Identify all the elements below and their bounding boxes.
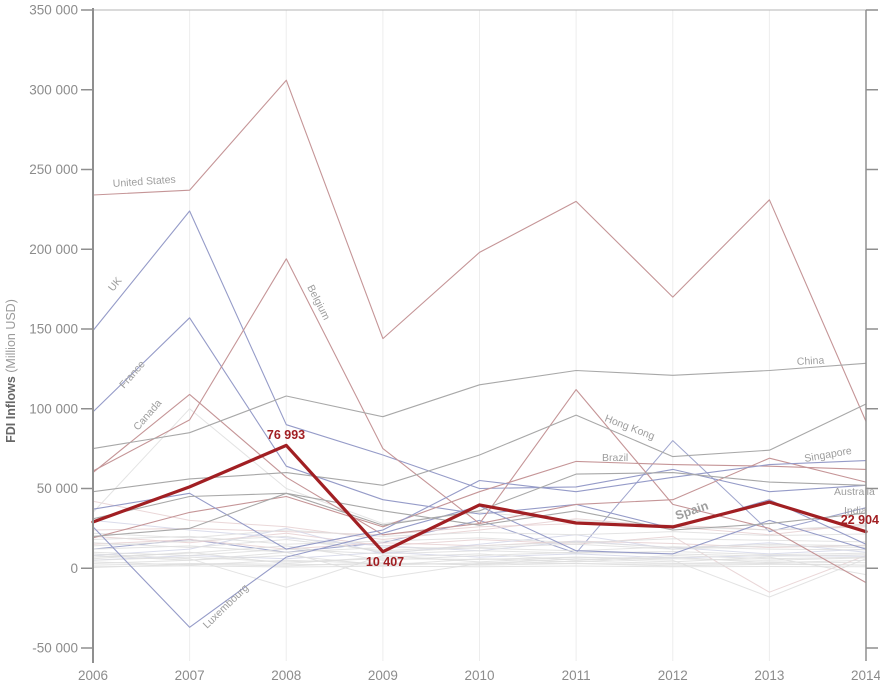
background-series-lines xyxy=(92,408,867,598)
series-line-hong-kong[interactable] xyxy=(92,403,867,493)
series-line-singapore[interactable] xyxy=(92,460,867,550)
x-tick-label: 2009 xyxy=(368,668,398,683)
series-line-united-states[interactable] xyxy=(92,79,867,423)
background-series-line xyxy=(92,548,867,556)
value-annotations: 76 993 10 407 22 904 xyxy=(267,428,879,569)
y-tick-label: -50 000 xyxy=(32,641,78,656)
background-series-line xyxy=(92,527,867,556)
x-tick-label: 2007 xyxy=(175,668,205,683)
y-axis-title-unit: (Million USD) xyxy=(4,299,18,376)
series-lines xyxy=(91,79,868,628)
series-line-spain[interactable] xyxy=(91,443,868,554)
right-axis xyxy=(865,9,878,661)
x-tick-label: 2012 xyxy=(658,668,688,683)
y-tick-label: 300 000 xyxy=(29,82,78,97)
series-line-india[interactable] xyxy=(92,492,867,537)
y-tick-label: 100 000 xyxy=(29,401,78,416)
gridlines xyxy=(189,10,770,661)
background-series-line xyxy=(92,408,867,531)
x-tick-label: 2013 xyxy=(754,668,784,683)
y-axis: 350 000 300 000 250 000 200 000 150 000 100 0… xyxy=(29,3,94,663)
y-tick-label: 50 000 xyxy=(37,481,78,496)
series-line-uk[interactable] xyxy=(92,210,867,493)
y-tick-label: 250 000 xyxy=(29,162,78,177)
background-series-line xyxy=(92,545,867,561)
background-series-line xyxy=(92,555,867,566)
annotation-value-2008: 76 993 xyxy=(267,428,305,442)
x-tick-label: 2006 xyxy=(78,668,108,683)
series-label-brazil: Brazil xyxy=(602,452,628,464)
background-series-line xyxy=(92,559,867,566)
series-label-india: India xyxy=(844,505,867,517)
y-tick-label: 200 000 xyxy=(29,242,78,257)
background-series-line xyxy=(92,551,867,561)
series-label-france: France xyxy=(117,358,148,391)
background-series-line xyxy=(92,565,867,568)
annotation-value-2009: 10 407 xyxy=(366,555,404,569)
y-axis-title: FDI Inflows (Million USD) xyxy=(4,299,18,443)
background-series-line xyxy=(92,551,867,564)
y-axis-title-main: FDI Inflows xyxy=(4,376,18,443)
x-axis: 2006 2007 2008 2009 2010 2011 2012 2013 2014 xyxy=(78,668,880,683)
background-series-line xyxy=(92,535,867,553)
y-tick-label: 350 000 xyxy=(29,3,78,18)
background-series-line xyxy=(92,545,867,553)
series-line-brazil[interactable] xyxy=(92,460,867,539)
series-label-australia: Australia xyxy=(834,486,875,498)
series-label-united-states: United States xyxy=(112,174,176,190)
x-tick-label: 2010 xyxy=(464,668,494,683)
background-series-line xyxy=(92,529,867,539)
background-series-line xyxy=(92,539,867,552)
x-tick-label: 2008 xyxy=(271,668,301,683)
background-series-line xyxy=(92,553,867,598)
background-series-line xyxy=(92,440,867,554)
annotation-value-2014: 22 904 xyxy=(841,513,879,527)
series-label-luxembourg: Luxembourg xyxy=(201,582,251,631)
series-line-australia[interactable] xyxy=(92,472,867,526)
y-tick-label: 0 xyxy=(70,561,78,576)
background-series-line xyxy=(92,523,867,536)
series-label-china: China xyxy=(797,355,825,368)
x-tick-label: 2011 xyxy=(562,668,591,683)
y-tick-label: 150 000 xyxy=(29,322,78,337)
background-series-line xyxy=(92,562,867,568)
x-tick-label: 2014 xyxy=(851,668,880,683)
series-label-uk: UK xyxy=(106,275,125,294)
background-series-line xyxy=(92,551,867,579)
series-line-belgium[interactable] xyxy=(92,258,867,584)
series-line-china[interactable] xyxy=(92,362,867,450)
